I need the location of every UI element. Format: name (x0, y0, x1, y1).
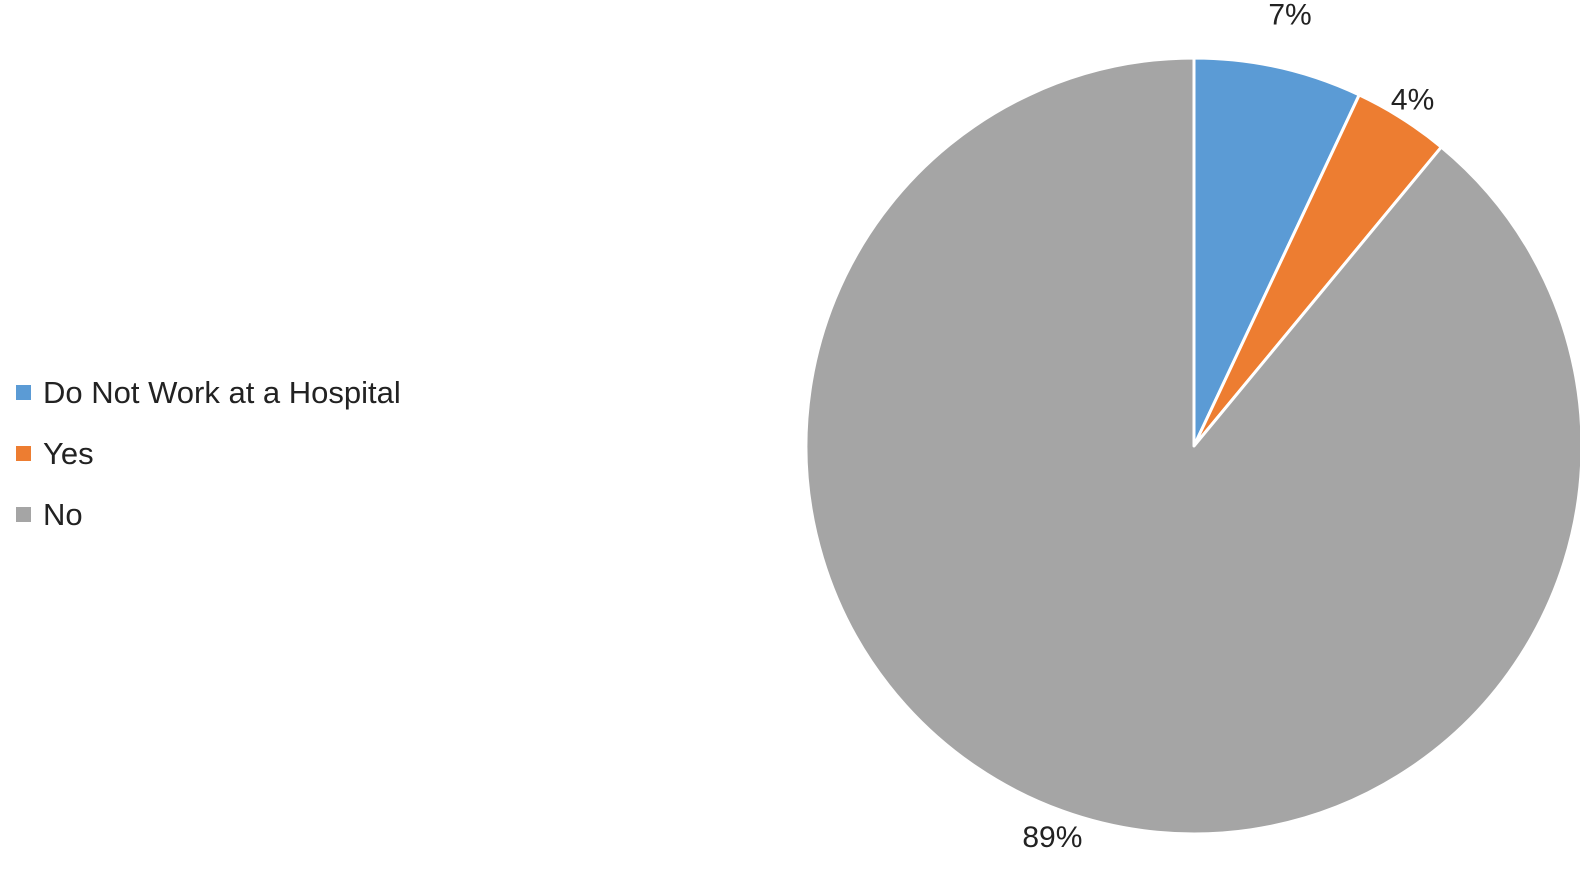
legend-label-do-not-work: Do Not Work at a Hospital (43, 374, 401, 410)
legend-item-do-not-work: Do Not Work at a Hospital (16, 362, 401, 423)
legend-swatch-orange (16, 446, 31, 461)
legend-label-yes: Yes (43, 435, 94, 471)
data-label-yes: 4% (1391, 83, 1434, 116)
legend-item-yes: Yes (16, 423, 401, 484)
slice-no (804, 56, 1580, 836)
data-label-no: 89% (1022, 821, 1082, 854)
legend-item-no: No (16, 484, 401, 545)
legend-swatch-gray (16, 507, 31, 522)
data-label-do-not-work: 7% (1268, 0, 1311, 32)
slice-do-not-work (1192, 56, 1361, 448)
legend-label-no: No (43, 496, 83, 532)
legend-swatch-blue (16, 385, 31, 400)
legend: Do Not Work at a Hospital Yes No (16, 362, 401, 545)
